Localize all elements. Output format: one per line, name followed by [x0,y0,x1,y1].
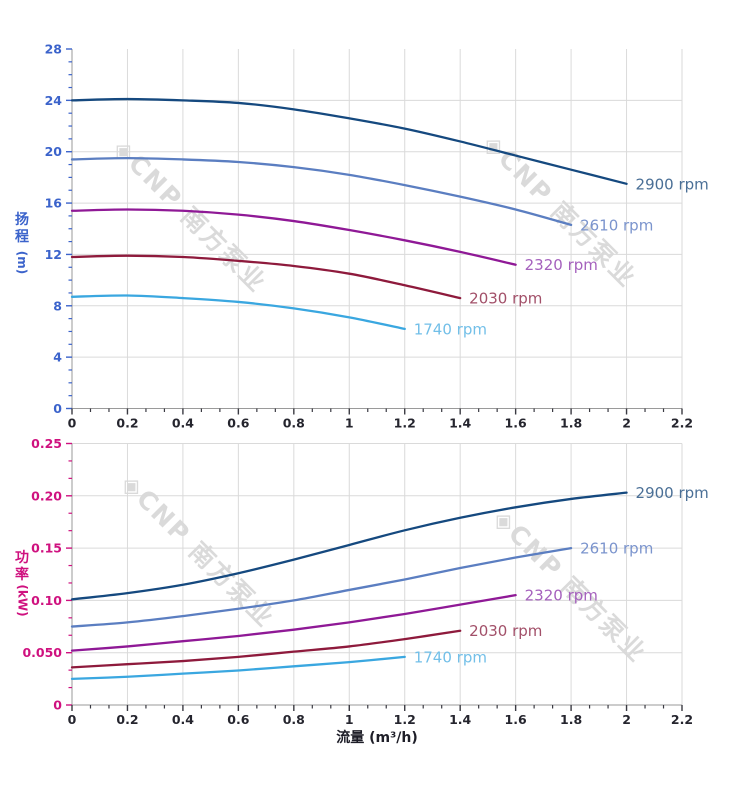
curve-label-2320-rpm: 2320 rpm [525,256,598,274]
x-tick-label: 1.4 [449,712,471,727]
y-tick-label: 28 [45,42,62,57]
x-tick-label: 1.4 [449,416,471,431]
curve-m-2030-rpm [70,254,462,300]
x-tick-label: 0.2 [116,416,138,431]
head-axis-title-char2: 程 [15,229,29,245]
curve-kW-2610-rpm [70,546,573,628]
x-tick-label: 1 [345,416,354,431]
power-axis-unit: (kW) [15,584,30,617]
y-tick-label: 0.20 [31,488,62,503]
curve-label-2900-rpm: 2900 rpm [636,175,709,193]
x-tick-label: 1.8 [560,416,582,431]
power-axis-title-char1: 功 [15,550,29,566]
flow-axis-title: 流量 (m³/h) [336,730,418,746]
curve-label-2030-rpm: 2030 rpm [469,290,542,308]
power-axis-title-char2: 率 [15,567,29,583]
x-tick-label: 2.2 [671,416,693,431]
y-tick-label: 20 [45,144,63,159]
x-tick-label: 1.2 [394,416,416,431]
x-tick-label: 0.8 [283,712,305,727]
curve-label-2900-rpm: 2900 rpm [636,484,709,502]
curve-label-2320-rpm: 2320 rpm [525,587,598,605]
x-tick-label: 1.2 [394,712,416,727]
head-axis-title-char1: 扬 [15,212,29,228]
curve-label-2610-rpm: 2610 rpm [580,216,653,234]
x-tick-label: 1.6 [505,712,527,727]
y-tick-label: 16 [45,196,63,211]
curve-label-2030-rpm: 2030 rpm [469,622,542,640]
curve-label-2610-rpm: 2610 rpm [580,540,653,558]
y-tick-label: 8 [53,298,62,313]
x-tick-label: 0.2 [116,712,138,727]
curve-label-1740-rpm: 1740 rpm [414,648,487,666]
x-tick-label: 0 [68,416,77,431]
y-tick-label: 12 [45,247,62,262]
curve-m-2900-rpm [70,97,628,185]
curve-kW-1740-rpm [70,655,406,680]
y-tick-label: 0.050 [22,645,62,660]
cnp-watermark: ◈CNP 南方泵业 [116,469,280,633]
head-axis-unit: (m) [15,250,30,275]
curve-m-2610-rpm [70,156,573,227]
x-tick-label: 0.4 [172,712,194,727]
x-tick-label: 0 [68,712,77,727]
x-tick-label: 0.4 [172,416,194,431]
x-tick-label: 1.6 [505,416,527,431]
y-tick-label: 24 [45,93,63,108]
curve-m-1740-rpm [70,294,406,331]
x-tick-label: 0.6 [227,712,249,727]
curve-kW-2030-rpm [70,629,462,669]
x-tick-label: 0.8 [283,416,305,431]
y-tick-label: 0 [53,401,62,416]
curve-kW-2900-rpm [70,491,628,601]
power-axis-title: 功 率 (kW) [12,550,32,617]
head-axis-title: 扬 程 (m) [12,212,32,275]
x-tick-label: 2.2 [671,712,693,727]
x-tick-label: 2 [622,712,631,727]
y-tick-label: 0.25 [31,436,62,451]
curve-label-1740-rpm: 1740 rpm [414,320,487,338]
y-tick-label: 0.15 [31,541,62,556]
curve-m-2320-rpm [70,208,517,266]
curve-kW-2320-rpm [70,594,517,652]
x-tick-label: 1.8 [560,712,582,727]
x-tick-label: 2 [622,416,631,431]
y-tick-label: 0.10 [31,593,62,608]
y-tick-label: 4 [53,350,62,365]
x-tick-label: 0.6 [227,416,249,431]
y-tick-label: 0 [53,698,62,713]
x-tick-label: 1 [345,712,354,727]
